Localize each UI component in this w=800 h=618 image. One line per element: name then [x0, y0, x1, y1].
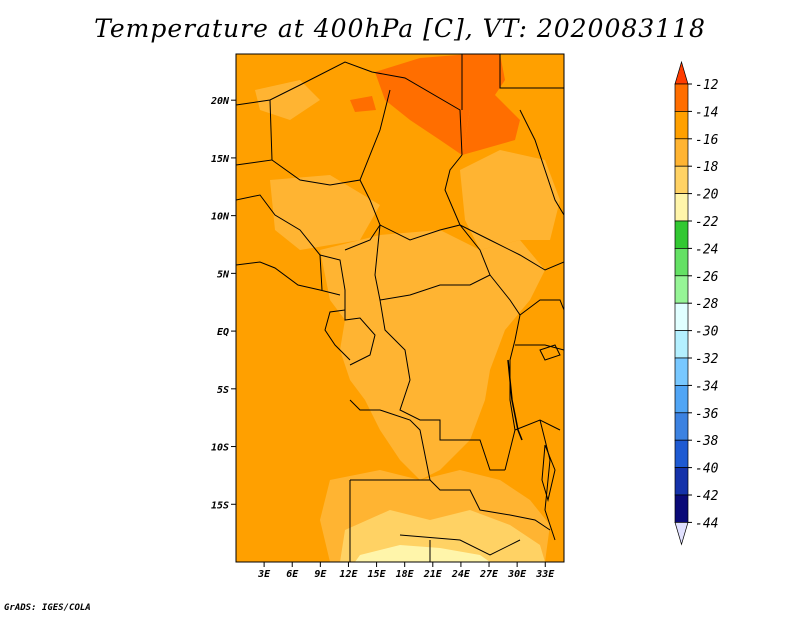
colorbar-label: -28 [695, 297, 719, 312]
colorbar-top-arrow [674, 60, 689, 85]
field-patch-mid [460, 150, 560, 250]
colorbar-swatch [674, 412, 689, 441]
lat-tick-label: 5N [217, 269, 230, 280]
lat-tick-label: 5S [217, 385, 229, 396]
lat-tick-label: 10N [211, 212, 230, 223]
colorbar-label: -38 [695, 434, 719, 449]
colorbar-swatch [674, 138, 689, 167]
colorbar-swatch [674, 83, 689, 112]
colorbar-swatch [674, 467, 689, 496]
field-patch-mid [270, 175, 380, 250]
map-frame [235, 53, 565, 563]
colorbar-label: -22 [695, 215, 719, 230]
lat-tick-label: 20N [210, 96, 230, 107]
colorbar: -12 -14 -16 -18 -20 -22 -24 -26 -28 -30 -32 -34 -36 -… [674, 60, 719, 546]
colorbar-label: -44 [695, 516, 718, 531]
colorbar-swatch [674, 439, 689, 468]
lon-tick-label: 18E [396, 569, 415, 580]
colorbar-swatch [674, 302, 689, 331]
colorbar-label: -20 [695, 188, 719, 203]
colorbar-swatch [674, 248, 689, 277]
lat-tick-label: 15N [211, 154, 230, 165]
lat-axis: 20N 15N 10N 5N EQ 5S 10S 15S [210, 96, 236, 511]
lon-tick-label: 27E [479, 569, 499, 580]
field-patch-mid [255, 80, 320, 120]
field-patch-warm [462, 54, 520, 155]
colorbar-swatch [674, 111, 689, 140]
lon-tick-label: 6E [286, 569, 299, 580]
colorbar-bottom-arrow [674, 522, 689, 546]
colorbar-swatch [674, 385, 689, 414]
map-title: Temperature at 400hPa [C], VT: 202008311… [94, 14, 706, 43]
lon-tick-label: 15E [368, 569, 387, 580]
colorbar-label: -40 [695, 462, 719, 477]
colorbar-swatch [674, 330, 689, 359]
temperature-field [236, 54, 564, 562]
colorbar-label: -26 [695, 270, 719, 285]
colorbar-label: -30 [695, 325, 719, 340]
field-patch-warm [350, 96, 376, 112]
colorbar-label: -12 [695, 78, 719, 93]
grads-credit: GrADS: IGES/COLA [4, 603, 91, 613]
field-patch-mid [320, 230, 545, 480]
lon-axis: 3E 6E 9E 12E 15E 18E 21E 24E 27E 30E 33E [257, 562, 555, 580]
colorbar-swatch [674, 193, 689, 222]
colorbar-swatch [674, 357, 689, 386]
lat-tick-label: 10S [211, 443, 229, 454]
colorbar-label: -36 [695, 407, 719, 422]
colorbar-swatch [674, 275, 689, 304]
field-patch-coolest [355, 545, 490, 562]
colorbar-swatch [674, 494, 689, 523]
colorbar-swatch [674, 220, 689, 249]
colorbar-label: -16 [695, 133, 719, 148]
colorbar-label: -18 [695, 160, 719, 175]
lon-tick-label: 24E [451, 569, 471, 580]
lon-tick-label: 3E [257, 569, 271, 580]
lon-tick-label: 21E [423, 569, 443, 580]
colorbar-swatch [674, 165, 689, 194]
colorbar-label: -24 [695, 242, 718, 257]
lat-tick-label: EQ [217, 327, 229, 338]
lat-tick-label: 15S [211, 500, 229, 511]
colorbar-label: -32 [695, 352, 719, 367]
field-patch-warm [375, 54, 470, 155]
colorbar-label: -42 [695, 489, 719, 504]
colorbar-label: -34 [695, 379, 718, 394]
lon-tick-label: 9E [314, 569, 327, 580]
lon-tick-label: 12E [339, 569, 358, 580]
borders [236, 54, 564, 562]
colorbar-label: -14 [695, 105, 718, 120]
lon-tick-label: 30E [507, 569, 527, 580]
lon-tick-label: 33E [535, 569, 555, 580]
